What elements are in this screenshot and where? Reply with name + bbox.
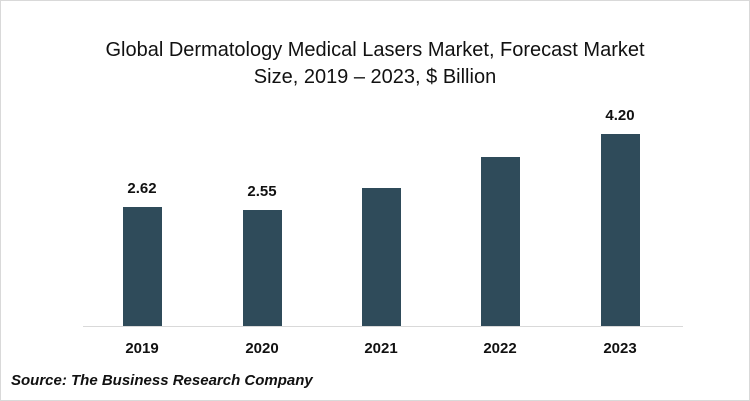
chart-title: Global Dermatology Medical Lasers Market… [0,37,750,91]
x-tick-label-2021: 2021 [364,340,398,357]
value-label-2020: 2.55 [247,183,277,200]
bar-2020 [242,210,282,326]
x-tick-label-2023: 2023 [603,340,637,357]
chart-title-line-1: Global Dermatology Medical Lasers Market… [105,39,645,61]
bar-2021 [361,188,401,326]
bar-2023 [600,134,640,326]
bar-2019 [122,207,162,326]
chart-title-line-2: Size, 2019 – 2023, $ Billion [253,66,497,88]
x-tick-label-2019: 2019 [125,340,159,357]
source-note: Source: The Business Research Company [11,372,313,389]
value-label-2019: 2.62 [127,180,157,197]
x-tick-label-2022: 2022 [483,340,517,357]
x-tick-label-2020: 2020 [245,340,279,357]
value-label-2023: 4.20 [605,107,635,124]
x-axis-line [83,326,683,327]
bar-2022 [480,157,520,326]
